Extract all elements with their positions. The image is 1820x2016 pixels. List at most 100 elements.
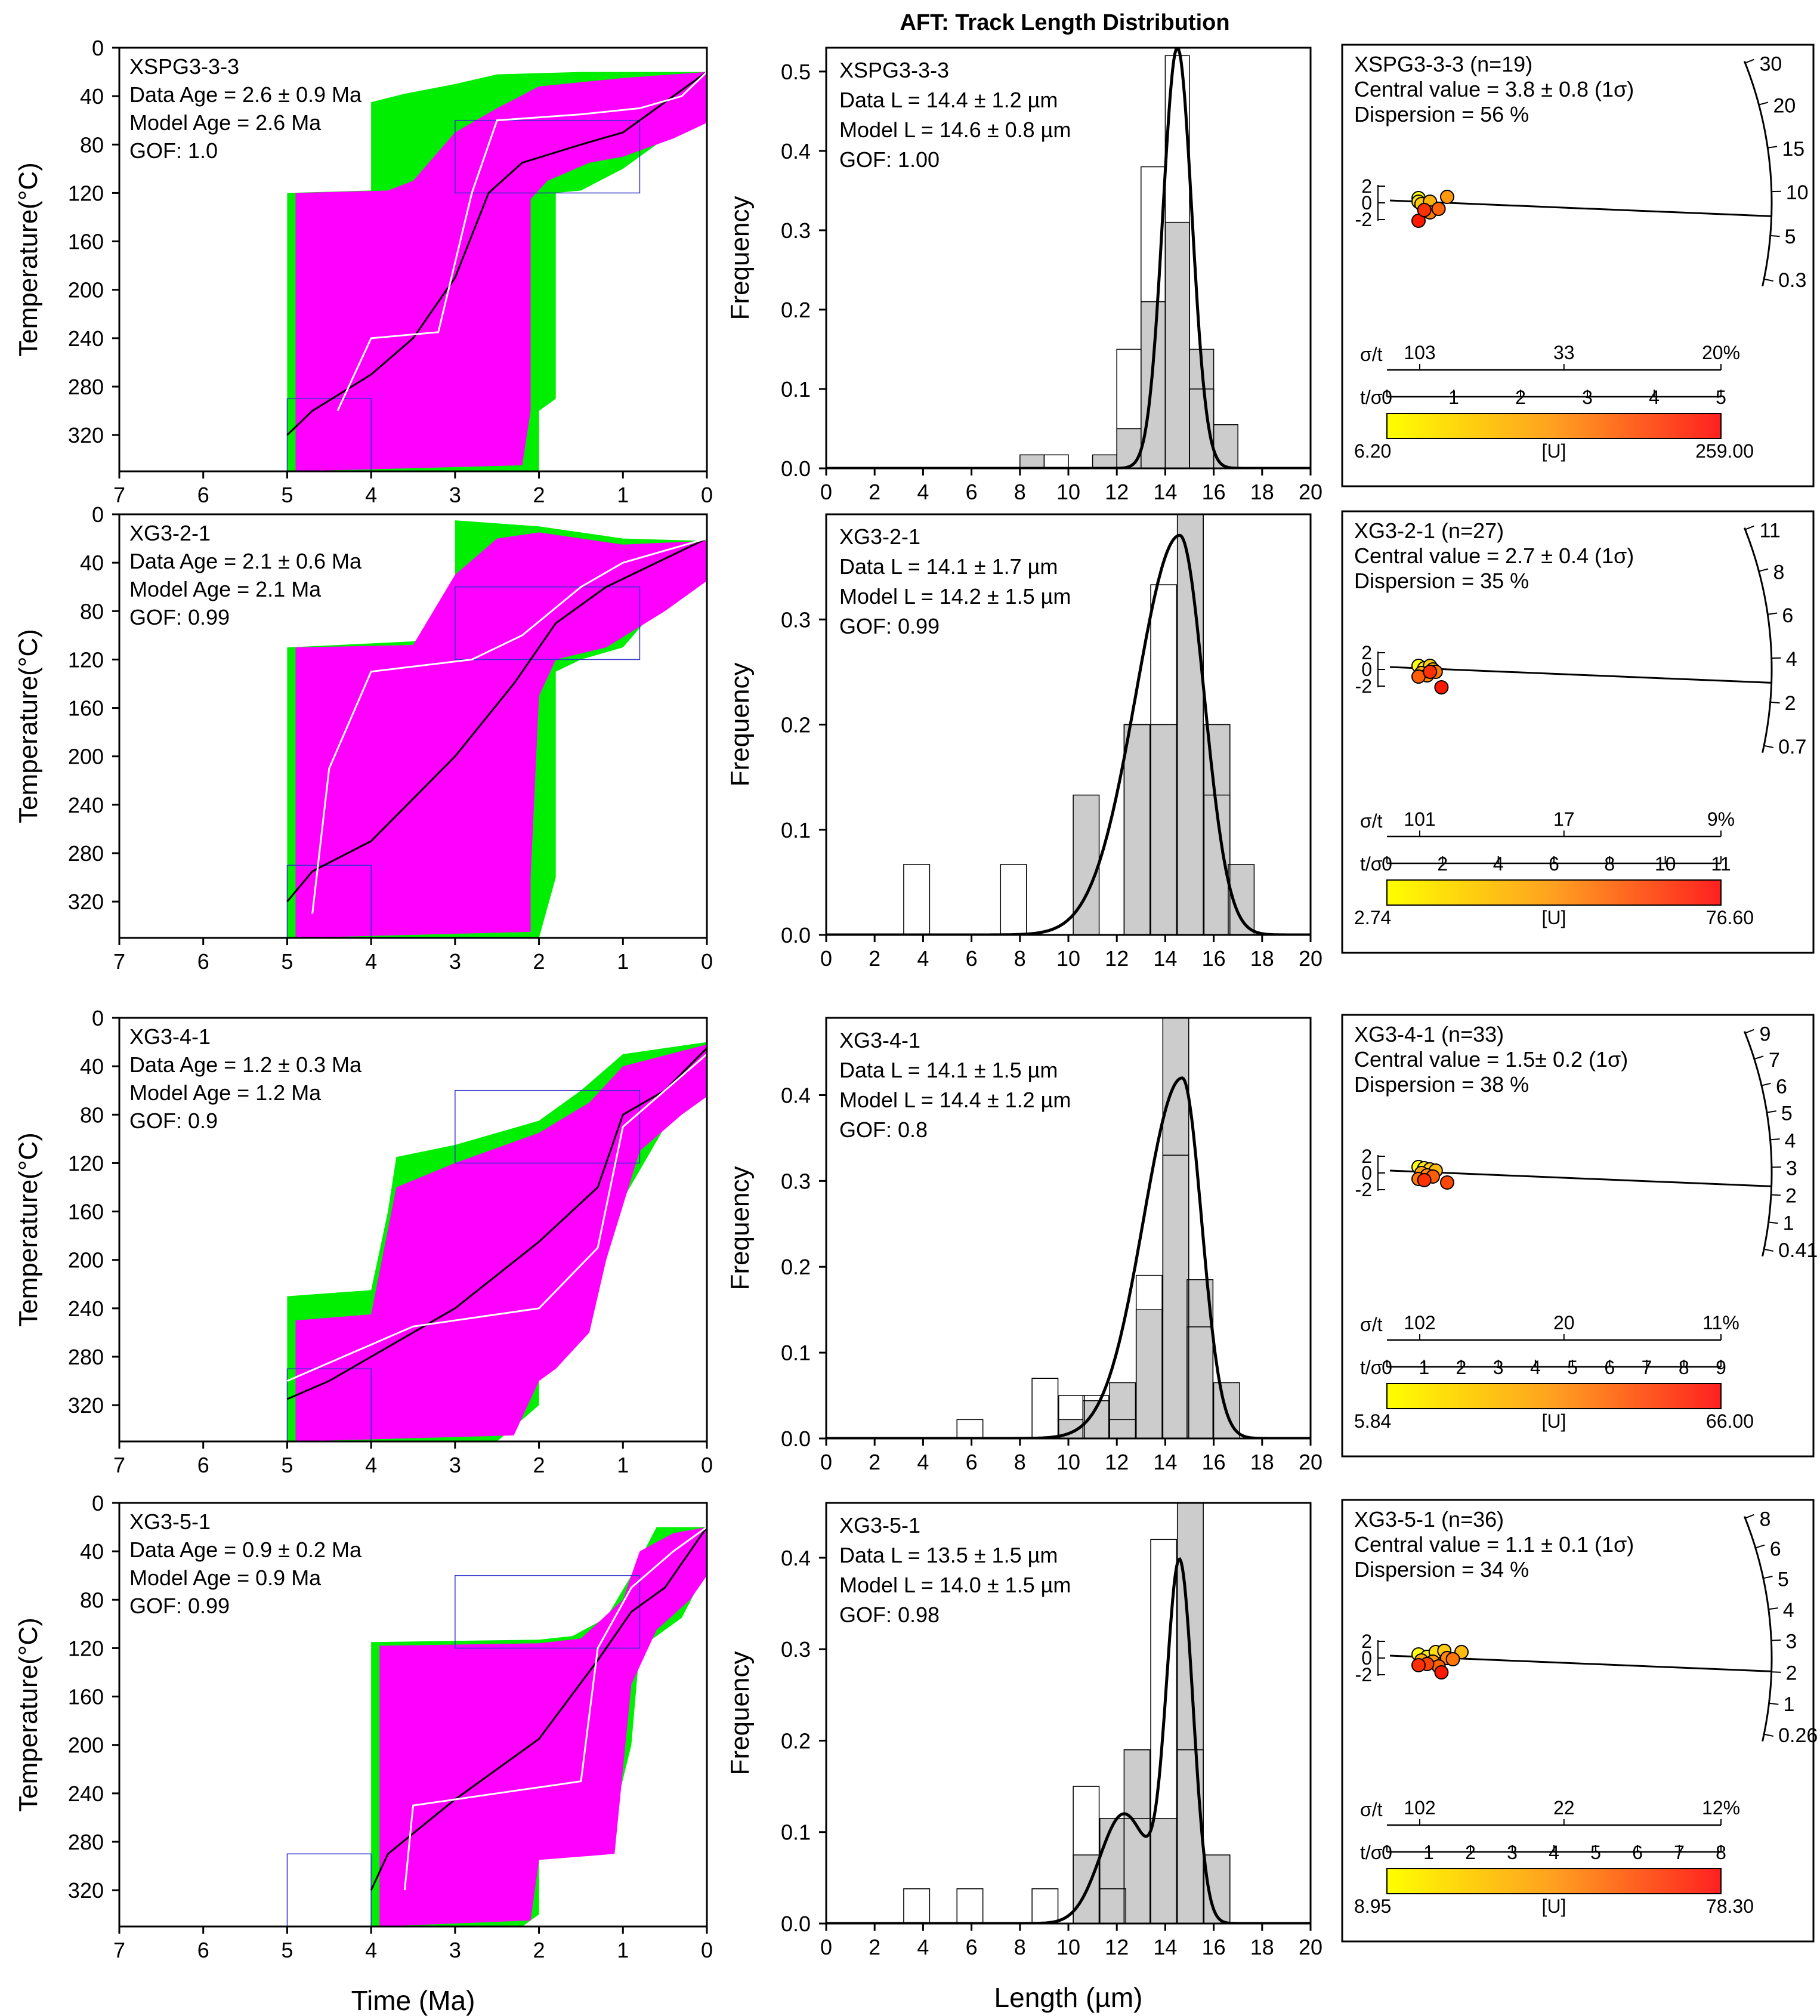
track-length-panel: 0.0 0.1 0.2 0.3 0.4 0 2 4 6 8 10 12 14 16 18 20 Frequenc… — [725, 1502, 1322, 2013]
sigma-t-title: σ/t — [1360, 344, 1383, 365]
weighted-mean-path — [403, 1526, 707, 1891]
grey-bar — [1135, 1309, 1163, 1438]
arc-label: 2 — [1785, 692, 1796, 715]
annotation: XG3-2-1 — [839, 524, 920, 549]
y-tick-label: 240 — [68, 1296, 104, 1321]
outline-bar — [1000, 864, 1027, 935]
radial-arc — [1743, 1516, 1773, 1742]
acceptable-fit-envelope — [295, 532, 707, 938]
x-tick-label: 0 — [701, 1453, 713, 1477]
thermal-history-panel: 0 40 80 120 160 200 240 280 320 7 6 5 4 3 2 1 0 Temperatu… — [14, 1491, 713, 2016]
x-tick-label: 8 — [1014, 946, 1026, 971]
grey-bar — [1203, 724, 1231, 935]
arc-label: 5 — [1778, 1568, 1789, 1591]
arc-tick — [1768, 612, 1778, 615]
t-sigma-label: 2 — [1456, 1357, 1467, 1378]
x-tick-label: 4 — [917, 480, 929, 504]
x-tick-label: 5 — [281, 1453, 293, 1477]
central-value: Central value = 2.7 ± 0.4 (1σ) — [1354, 544, 1634, 568]
plot-area — [286, 1526, 707, 1927]
arc-label: 11 — [1760, 520, 1781, 542]
acceptable-fit-envelope — [379, 1527, 707, 1927]
annotation: XG3-2-1 — [129, 521, 211, 545]
arc-label: 7 — [1769, 1049, 1780, 1072]
arc-label: 9 — [1760, 1023, 1771, 1046]
arc-label: 2 — [1786, 1662, 1797, 1684]
annotation: Model Age = 2.1 Ma — [129, 577, 322, 601]
standard-label: 0 — [1361, 659, 1372, 680]
annotation: Data L = 14.4 ± 1.2 µm — [839, 88, 1058, 112]
x-tick-label: 20 — [1299, 946, 1322, 971]
panel-frame — [1341, 510, 1815, 954]
age-point — [1440, 1175, 1454, 1190]
x-tick-label: 0 — [701, 949, 713, 974]
outline-bar — [1058, 1395, 1085, 1438]
y-tick-label: 240 — [68, 326, 104, 351]
arc-label: 20 — [1773, 95, 1796, 118]
outline-bar — [903, 1888, 931, 1924]
grey-bar — [1123, 724, 1151, 935]
x-tick-label: 8 — [1014, 480, 1026, 504]
standard-label: -2 — [1355, 675, 1372, 697]
annotation: Model Age = 0.9 Ma — [129, 1566, 322, 1590]
x-tick-label: 2 — [869, 1935, 880, 1959]
grey-bar — [1092, 454, 1117, 468]
arc-tick — [1763, 1733, 1773, 1737]
outline-bar — [1164, 55, 1190, 468]
x-tick-label: 4 — [365, 949, 377, 974]
x-tick-label: 18 — [1250, 1935, 1274, 1959]
arc-tick — [1769, 1702, 1779, 1705]
standard-label: 2 — [1361, 1146, 1372, 1167]
dispersion: Dispersion = 38 % — [1354, 1072, 1529, 1097]
arc-label: 15 — [1782, 138, 1804, 160]
arc-label: 6 — [1782, 604, 1793, 627]
grey-bar — [1150, 724, 1178, 935]
outline-bar — [1203, 794, 1231, 935]
age-point — [1423, 665, 1438, 679]
y-axis-label: Temperature(°C) — [14, 162, 43, 357]
y-tick-label: 0.0 — [781, 456, 811, 481]
arc-tick — [1770, 1138, 1780, 1141]
y-tick-label: 320 — [68, 1878, 104, 1903]
colorbar — [1386, 879, 1722, 906]
arc-tick — [1770, 1194, 1781, 1196]
y-tick-label: 0.2 — [781, 1728, 811, 1753]
x-tick-label: 4 — [365, 1453, 377, 1477]
y-tick-label: 320 — [68, 890, 104, 914]
t-sigma-label: 6 — [1604, 1357, 1615, 1378]
x-tick-label: 8 — [1014, 1450, 1026, 1474]
age-point — [1431, 202, 1446, 216]
t-sigma-label: 4 — [1649, 387, 1660, 408]
y-tick-label: 200 — [68, 745, 104, 769]
weighted-mean-path — [336, 71, 707, 412]
y-tick-label: 0.0 — [781, 1427, 811, 1451]
x-tick-label: 14 — [1153, 1450, 1177, 1474]
x-tick-label: 4 — [917, 1450, 929, 1474]
y-tick-label: 200 — [68, 278, 104, 302]
outline-bar — [1176, 514, 1204, 935]
x-tick-label: 2 — [869, 946, 880, 971]
age-point — [1440, 190, 1454, 204]
x-tick-label: 2 — [869, 1450, 880, 1474]
x-tick-label: 7 — [113, 949, 125, 974]
annotation: XSPG3-3-3 — [129, 54, 239, 79]
outline-bar — [1099, 1888, 1126, 1924]
arc-label: 0.41 — [1778, 1239, 1818, 1262]
y-tick-label: 0.0 — [781, 1912, 811, 1936]
t-sigma-label: 3 — [1507, 1842, 1518, 1863]
radial-header: XSPG3-3-3 (n=19) — [1354, 52, 1532, 76]
y-tick-label: 0.2 — [781, 1255, 811, 1279]
x-tick-label: 6 — [966, 480, 978, 504]
x-tick-label: 10 — [1056, 1935, 1080, 1959]
y-tick-label: 40 — [80, 551, 104, 575]
standard-label: -2 — [1355, 209, 1372, 230]
annotation: Data Age = 2.1 ± 0.6 Ma — [129, 549, 362, 573]
arc-tick — [1768, 1607, 1778, 1610]
best-fit-path — [286, 71, 707, 436]
arc-label: 5 — [1785, 226, 1796, 248]
y-tick-label: 80 — [80, 132, 104, 157]
y-tick-label: 160 — [68, 1685, 104, 1709]
arc-label: 3 — [1786, 1157, 1797, 1180]
best-fit-path — [286, 538, 707, 903]
x-tick-label: 3 — [449, 1453, 461, 1477]
